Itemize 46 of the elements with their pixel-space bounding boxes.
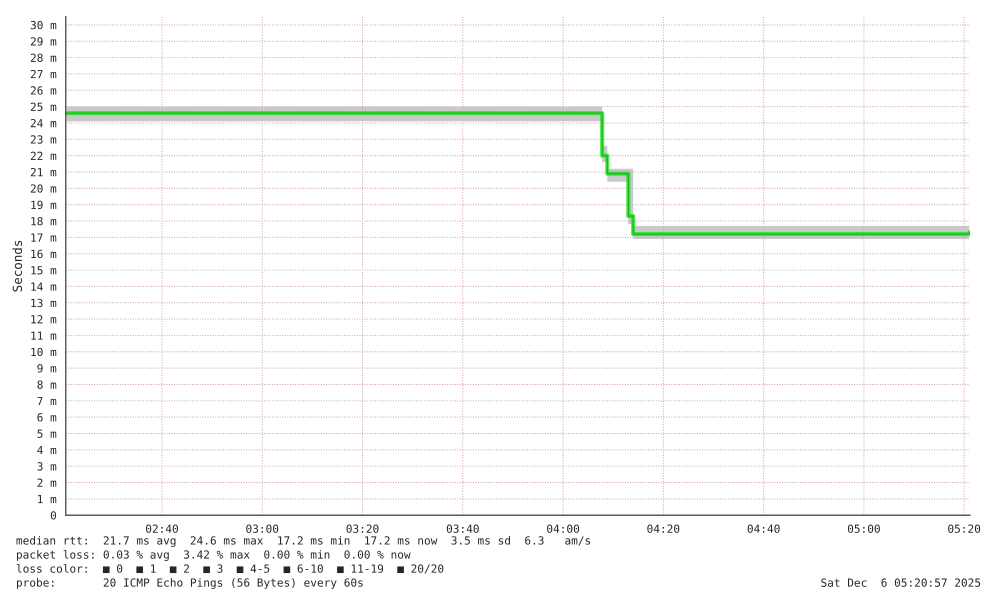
y-tick-label: 23 m bbox=[30, 135, 56, 144]
y-tick-label: 14 m bbox=[31, 282, 56, 291]
y-tick-label: 22 m bbox=[30, 152, 56, 160]
x-tick-label: 03:00 bbox=[246, 524, 278, 533]
y-tick-label: 21 m bbox=[30, 168, 56, 176]
y-tick-label: 20 m bbox=[30, 184, 56, 193]
text: probe: 20 ICMP Echo Pings (56 Bytes) every 60s bbox=[16, 578, 363, 589]
y-tick-label: 9 m bbox=[37, 364, 56, 373]
y-tick-label: 2 m bbox=[38, 478, 56, 487]
y-tick-label: 18 m bbox=[31, 217, 56, 226]
x-tick-label: 03:20 bbox=[346, 524, 379, 533]
x-tick-label: 05:20 bbox=[948, 524, 980, 533]
x-tick-label: 04:40 bbox=[748, 524, 780, 533]
y-tick-label: 15 m bbox=[31, 266, 56, 274]
y-tick-label: 25 m bbox=[30, 102, 56, 112]
y-tick-label: 17 m bbox=[31, 234, 56, 242]
y-tick-label: 16 m bbox=[31, 250, 56, 258]
text: Sat Dec 6 05:20:57 2025 bbox=[821, 578, 980, 587]
y-tick-label: 13 m bbox=[31, 298, 56, 308]
text: median rtt: 21.7 ms avg 24.6 ms max 17.2 ms min 17.2 ms now 3.5 ms sd 6.3 am/s bbox=[16, 536, 590, 547]
y-tick-label: 1 m bbox=[38, 495, 56, 504]
y-tick-label: 0 bbox=[50, 511, 56, 520]
y-tick-label: 27 m bbox=[30, 70, 56, 78]
x-tick-label: 02:40 bbox=[146, 524, 178, 533]
y-tick-label: 4 m bbox=[37, 446, 56, 454]
text: packet loss: 0.03 % avg 3.42 % max 0.00 % min 0.00 % now bbox=[16, 550, 411, 561]
y-tick-label: 19 m bbox=[31, 200, 56, 210]
y-tick-label: 26 m bbox=[30, 86, 56, 95]
y-tick-label: 5 m bbox=[37, 430, 56, 438]
y-tick-label: 3 m bbox=[37, 462, 56, 471]
x-tick-label: 04:00 bbox=[547, 524, 580, 533]
y-tick-label: 12 m bbox=[31, 315, 56, 324]
y-tick-label: 6 m bbox=[37, 413, 56, 422]
y-tick-label: 29 m bbox=[30, 37, 56, 46]
y-tick-label: 24 m bbox=[30, 118, 56, 128]
y-tick-label: 11 m bbox=[31, 332, 56, 340]
y-axis-title: Seconds bbox=[12, 240, 22, 292]
y-tick-label: 7 m bbox=[37, 396, 56, 406]
y-tick-label: 30 m bbox=[30, 20, 56, 30]
x-tick-label: 04:20 bbox=[647, 524, 680, 533]
y-tick-label: 8 m bbox=[37, 380, 56, 389]
x-tick-label: 03:40 bbox=[446, 524, 479, 533]
y-tick-label: 28 m bbox=[30, 54, 56, 62]
text: loss color: ■ 0 ■ 1 ■ 2 ■ 3 ■ 4-5 ■ 6-10 ■ 11-19 ■ 20/20 bbox=[16, 564, 444, 574]
x-tick-label: 05:00 bbox=[848, 524, 880, 533]
y-tick-label: 10 m bbox=[31, 348, 56, 356]
